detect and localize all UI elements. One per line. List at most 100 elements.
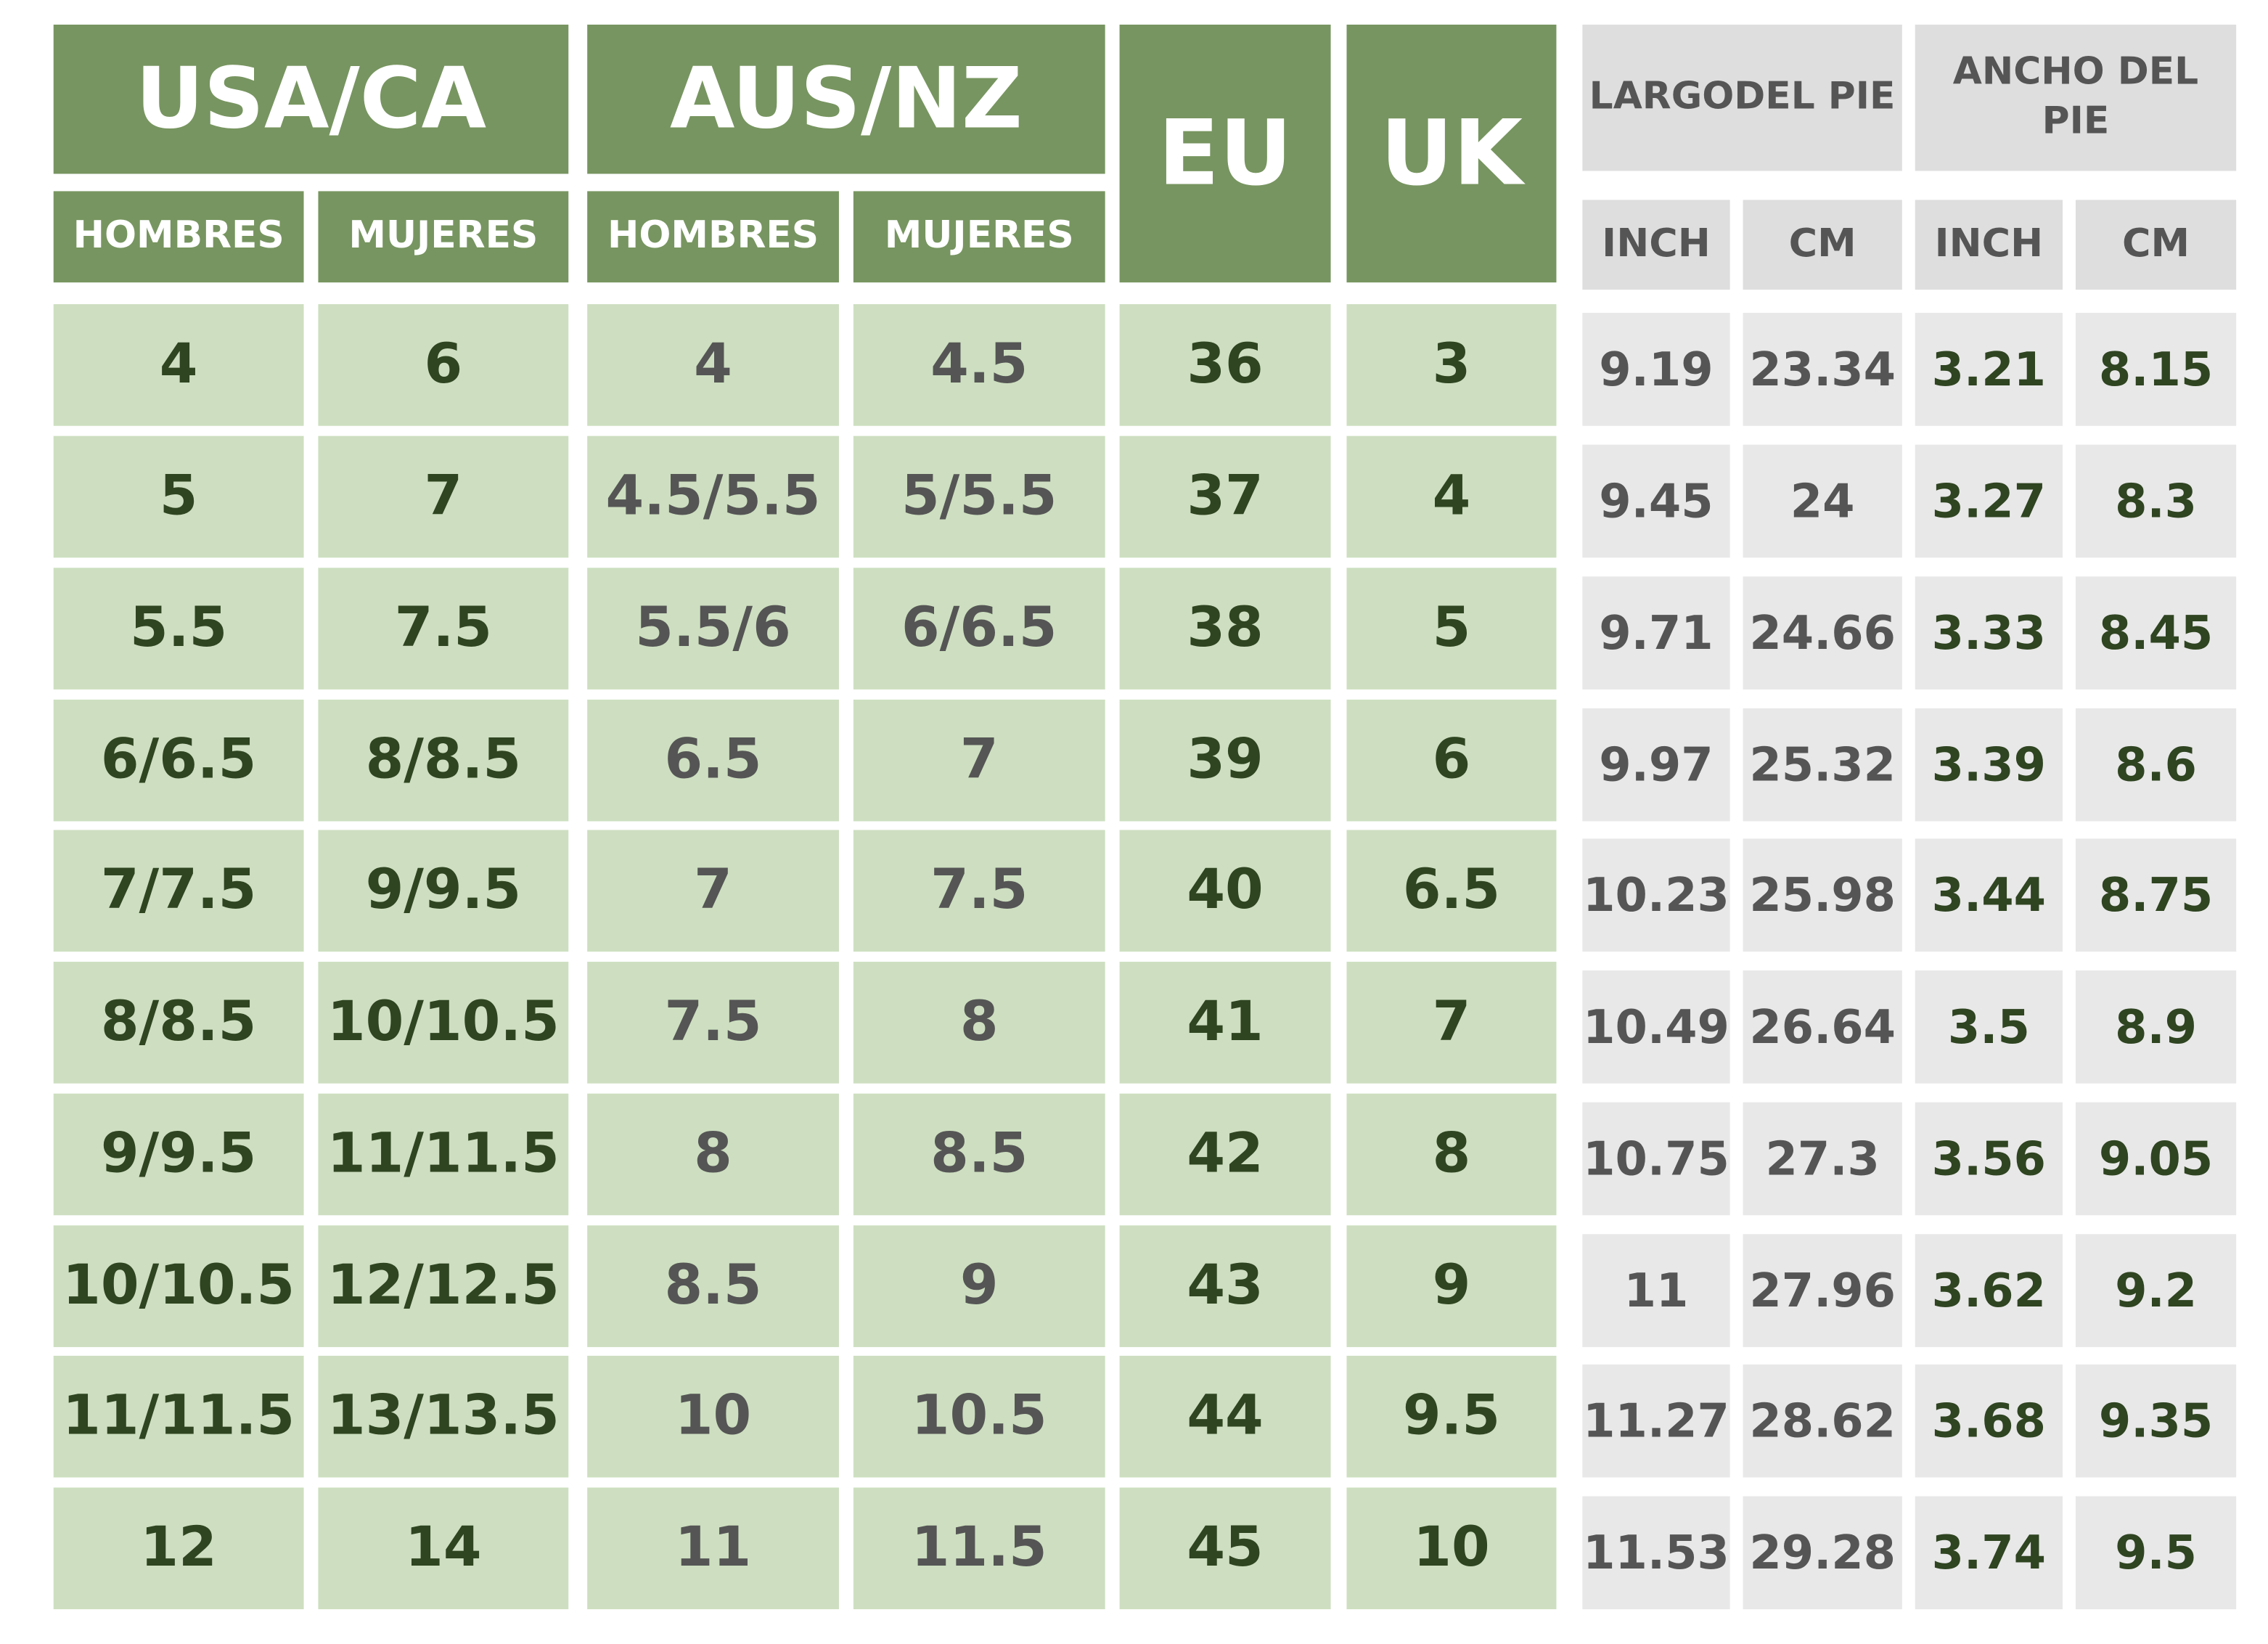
group-header: USA/CA xyxy=(53,24,569,174)
size-cell: 12 xyxy=(53,1487,304,1610)
measure-cell: 3.44 xyxy=(1915,838,2063,952)
measure-cell: 25.98 xyxy=(1743,838,1902,952)
size-cell: 44 xyxy=(1119,1355,1331,1478)
size-cell: 5 xyxy=(1346,568,1557,690)
size-cell: 40 xyxy=(1119,830,1331,952)
measure-cell: 24 xyxy=(1743,444,1902,558)
measure-cell: 8.6 xyxy=(2075,708,2237,822)
size-cell: 8 xyxy=(853,962,1105,1084)
size-cell: 13/13.5 xyxy=(318,1355,569,1478)
size-cell: 6 xyxy=(1346,699,1557,822)
size-cell: 10/10.5 xyxy=(318,962,569,1084)
sub-header: MUJERES xyxy=(318,191,569,283)
size-cell: 9/9.5 xyxy=(318,830,569,952)
measure-cell: 3.5 xyxy=(1915,970,2063,1084)
size-cell: 5/5.5 xyxy=(853,435,1105,558)
sub-header: INCH xyxy=(1915,200,2063,290)
size-cell: 7/7.5 xyxy=(53,830,304,952)
group-header: AUS/NZ xyxy=(587,24,1105,174)
size-cell: 8 xyxy=(587,1093,839,1216)
measure-cell: 9.97 xyxy=(1582,708,1730,822)
size-cell: 8.5 xyxy=(853,1093,1105,1216)
measure-cell: 9.05 xyxy=(2075,1102,2237,1216)
sub-header: HOMBRES xyxy=(53,191,304,283)
measure-cell: 28.62 xyxy=(1743,1364,1902,1478)
size-cell: 12/12.5 xyxy=(318,1225,569,1347)
size-cell: 6 xyxy=(318,304,569,426)
size-cell: 8 xyxy=(1346,1093,1557,1216)
size-cell: 4.5/5.5 xyxy=(587,435,839,558)
size-cell: 43 xyxy=(1119,1225,1331,1347)
size-cell: 9/9.5 xyxy=(53,1093,304,1216)
group-header: ANCHO DEL PIE xyxy=(1915,24,2237,171)
size-cell: 6.5 xyxy=(1346,830,1557,952)
measure-cell: 9.5 xyxy=(2075,1496,2237,1610)
size-cell: 8/8.5 xyxy=(53,962,304,1084)
size-cell: 45 xyxy=(1119,1487,1331,1610)
size-cell: 8.5 xyxy=(587,1225,839,1347)
measure-cell: 3.56 xyxy=(1915,1102,2063,1216)
size-cell: 5 xyxy=(53,435,304,558)
measure-cell: 24.66 xyxy=(1743,576,1902,690)
size-cell: 5.5 xyxy=(53,568,304,690)
size-cell: 7.5 xyxy=(318,568,569,690)
measure-cell: 3.74 xyxy=(1915,1496,2063,1610)
size-cell: 7.5 xyxy=(587,962,839,1084)
measure-cell: 8.75 xyxy=(2075,838,2237,952)
measure-cell: 9.19 xyxy=(1582,313,1730,426)
size-cell: 7.5 xyxy=(853,830,1105,952)
sub-header: MUJERES xyxy=(853,191,1105,283)
size-cell: 11.5 xyxy=(853,1487,1105,1610)
sub-header: CM xyxy=(2075,200,2237,290)
measure-cell: 9.45 xyxy=(1582,444,1730,558)
size-cell: 38 xyxy=(1119,568,1331,690)
size-cell: 9.5 xyxy=(1346,1355,1557,1478)
measure-cell: 25.32 xyxy=(1743,708,1902,822)
measure-cell: 3.68 xyxy=(1915,1364,2063,1478)
sub-header: INCH xyxy=(1582,200,1730,290)
size-cell: 39 xyxy=(1119,699,1331,822)
size-cell: 6/6.5 xyxy=(53,699,304,822)
size-cell: 42 xyxy=(1119,1093,1331,1216)
measure-cell: 9.35 xyxy=(2075,1364,2237,1478)
measure-cell: 3.62 xyxy=(1915,1234,2063,1347)
size-cell: 9 xyxy=(1346,1225,1557,1347)
size-cell: 10 xyxy=(1346,1487,1557,1610)
size-cell: 10.5 xyxy=(853,1355,1105,1478)
measure-cell: 8.3 xyxy=(2075,444,2237,558)
size-cell: 3 xyxy=(1346,304,1557,426)
measure-cell: 3.21 xyxy=(1915,313,2063,426)
measure-cell: 8.9 xyxy=(2075,970,2237,1084)
measure-cell: 9.71 xyxy=(1582,576,1730,690)
size-cell: 8/8.5 xyxy=(318,699,569,822)
measure-cell: 10.23 xyxy=(1582,838,1730,952)
group-header: EU xyxy=(1119,24,1331,283)
measure-cell: 10.75 xyxy=(1582,1102,1730,1216)
measure-cell: 23.34 xyxy=(1743,313,1902,426)
size-cell: 5.5/6 xyxy=(587,568,839,690)
measure-cell: 3.27 xyxy=(1915,444,2063,558)
size-cell: 9 xyxy=(853,1225,1105,1347)
size-cell: 4 xyxy=(587,304,839,426)
measure-cell: 11.53 xyxy=(1582,1496,1730,1610)
size-cell: 4.5 xyxy=(853,304,1105,426)
measure-cell: 11 xyxy=(1582,1234,1730,1347)
measure-cell: 3.39 xyxy=(1915,708,2063,822)
size-cell: 36 xyxy=(1119,304,1331,426)
size-cell: 7 xyxy=(318,435,569,558)
size-cell: 7 xyxy=(853,699,1105,822)
size-cell: 4 xyxy=(1346,435,1557,558)
size-cell: 6/6.5 xyxy=(853,568,1105,690)
group-header: LARGODEL PIE xyxy=(1582,24,1902,171)
size-cell: 6.5 xyxy=(587,699,839,822)
measure-cell: 26.64 xyxy=(1743,970,1902,1084)
measure-cell: 27.3 xyxy=(1743,1102,1902,1216)
sub-header: CM xyxy=(1743,200,1902,290)
measure-cell: 8.45 xyxy=(2075,576,2237,690)
size-cell: 37 xyxy=(1119,435,1331,558)
size-cell: 14 xyxy=(318,1487,569,1610)
size-cell: 41 xyxy=(1119,962,1331,1084)
measure-cell: 9.2 xyxy=(2075,1234,2237,1347)
